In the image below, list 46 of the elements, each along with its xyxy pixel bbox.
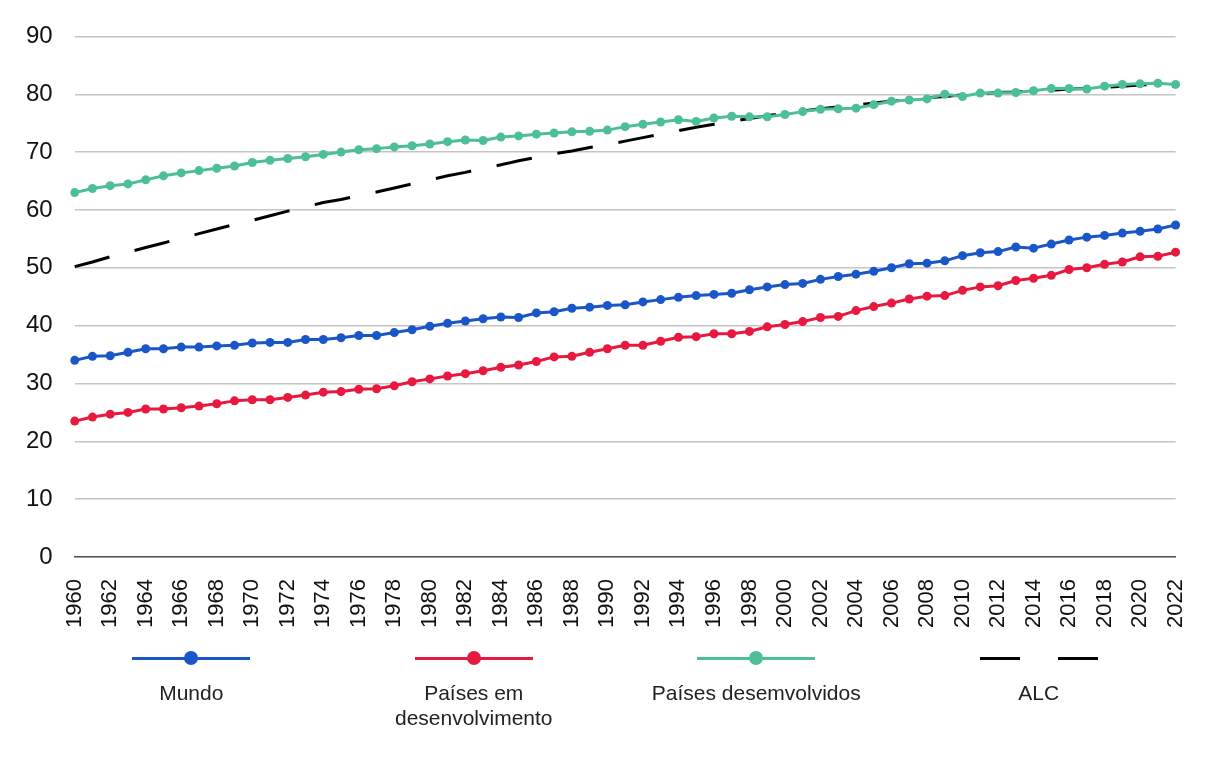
x-tick-label: 1998 xyxy=(735,579,761,629)
x-tick-label: 1996 xyxy=(699,579,725,629)
y-tick-label: 30 xyxy=(25,368,53,396)
x-tick-label: 2020 xyxy=(1126,579,1152,629)
x-tick-label: 1974 xyxy=(309,579,335,629)
x-tick-label: 1984 xyxy=(486,579,512,629)
x-tick-label: 2008 xyxy=(913,579,939,629)
y-tick-label: 80 xyxy=(25,78,53,106)
x-tick-label: 1972 xyxy=(273,579,299,629)
x-tick-label: 2018 xyxy=(1090,579,1116,629)
legend-label: Países em desenvolvimento xyxy=(393,680,554,731)
y-tick-label: 50 xyxy=(25,252,53,280)
x-tick-label: 2004 xyxy=(842,579,868,629)
x-tick-label: 1988 xyxy=(557,579,583,629)
x-tick-label: 1980 xyxy=(415,579,441,629)
x-tick-label: 2016 xyxy=(1055,579,1081,629)
legend-label: Mundo xyxy=(159,680,224,706)
x-tick-label: 1982 xyxy=(451,579,477,629)
x-tick-label: 1986 xyxy=(522,579,548,629)
x-tick-label: 1966 xyxy=(167,579,193,629)
y-tick-label: 90 xyxy=(25,21,53,49)
x-tick-label: 1978 xyxy=(380,579,406,629)
x-tick-label: 1976 xyxy=(344,579,370,629)
x-tick-label: 1990 xyxy=(593,579,619,629)
y-tick-label: 0 xyxy=(39,541,53,569)
x-tick-label: 1960 xyxy=(60,579,86,629)
x-tick-label: 1968 xyxy=(202,579,228,629)
x-tick-label: 1962 xyxy=(96,579,122,629)
y-tick-label: 40 xyxy=(25,310,53,338)
y-tick-label: 70 xyxy=(25,136,53,164)
y-tick-label: 60 xyxy=(25,194,53,222)
x-tick-label: 2000 xyxy=(771,579,797,629)
legend-label: Países desemvolvidos xyxy=(651,680,861,706)
x-tick-label: 2006 xyxy=(877,579,903,629)
x-tick-label: 2012 xyxy=(984,579,1010,629)
x-tick-label: 1994 xyxy=(664,579,690,629)
x-tick-label: 2002 xyxy=(806,579,832,629)
x-tick-label: 2022 xyxy=(1161,579,1187,629)
y-tick-label: 20 xyxy=(25,425,53,453)
x-tick-label: 1970 xyxy=(238,579,264,629)
y-tick-label: 10 xyxy=(25,483,53,511)
legend-label: ALC xyxy=(1018,680,1060,706)
x-tick-label: 2014 xyxy=(1019,579,1045,629)
x-tick-label: 2010 xyxy=(948,579,974,629)
x-tick-label: 1992 xyxy=(628,579,654,629)
x-tick-label: 1964 xyxy=(131,579,157,629)
